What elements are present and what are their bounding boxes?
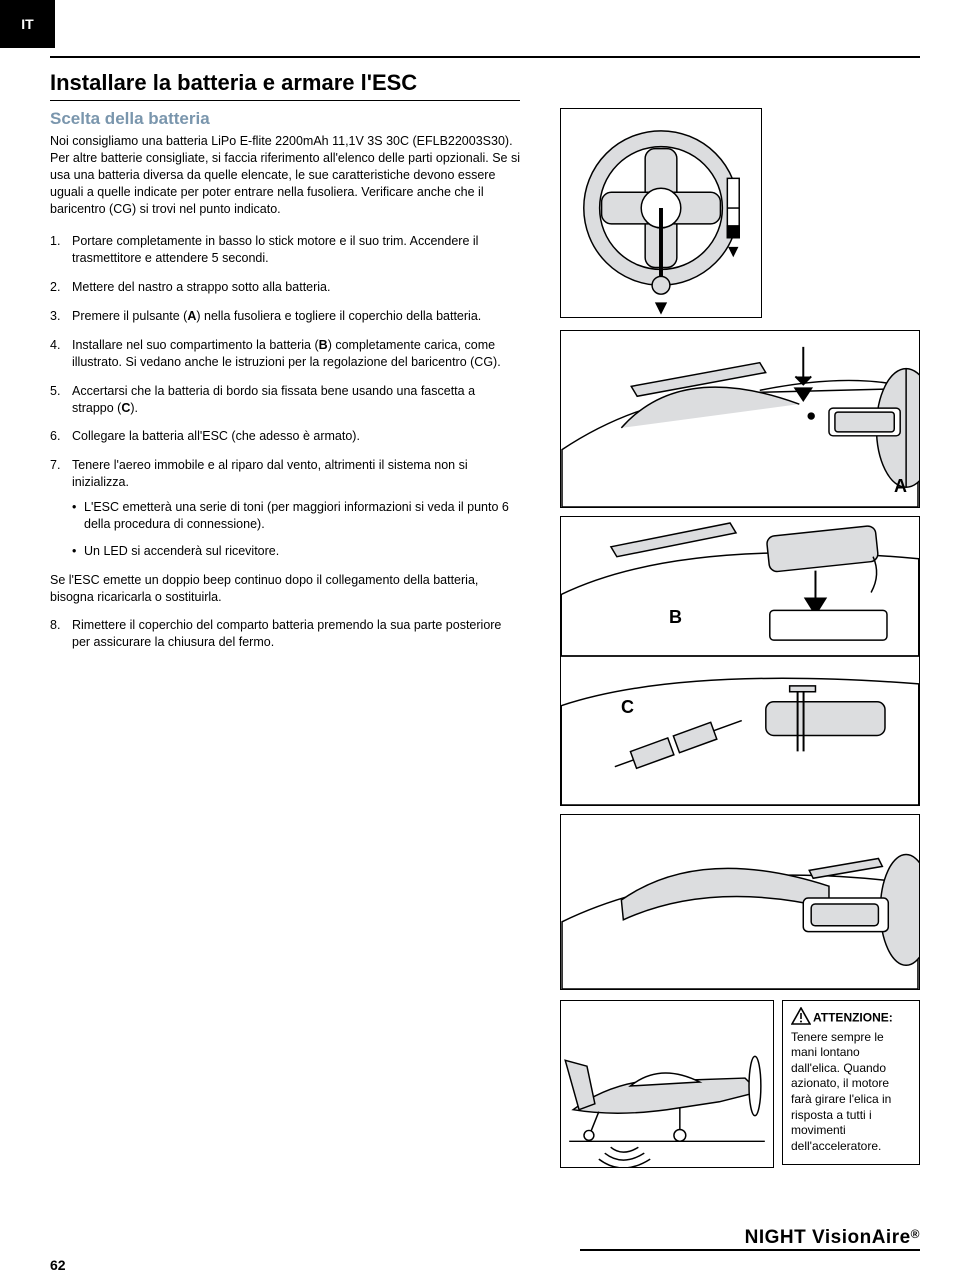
warning-box: ATTENZIONE: Tenere sempre le mani lontan… bbox=[782, 1000, 920, 1165]
main-text-column: Installare la batteria e armare l'ESC Sc… bbox=[50, 70, 520, 663]
subsection-title: Scelta della batteria bbox=[50, 109, 520, 129]
warning-body: Tenere sempre le mani lontano dall'elica… bbox=[791, 1030, 891, 1153]
label-C: C bbox=[621, 697, 634, 718]
sub-bullet: Un LED si accenderà sul ricevitore. bbox=[72, 543, 520, 560]
fig-BC: B C bbox=[560, 516, 920, 806]
illustration-row-3 bbox=[560, 814, 920, 990]
fig-plane-rest bbox=[560, 1000, 774, 1168]
label-A: A bbox=[894, 476, 907, 497]
warning-icon bbox=[791, 1007, 811, 1030]
fig-assembled bbox=[560, 814, 920, 990]
page-footer: 62 NIGHT VisionAire® bbox=[50, 1227, 920, 1249]
section-title: Installare la batteria e armare l'ESC bbox=[50, 70, 520, 96]
illustration-BC: B C bbox=[560, 516, 920, 806]
step-item: Rimettere il coperchio del comparto batt… bbox=[50, 617, 520, 651]
intro-paragraph: Noi consigliamo una batteria LiPo E-flit… bbox=[50, 133, 520, 217]
warning-heading: ATTENZIONE: bbox=[813, 1010, 893, 1024]
sub-bullet: L'ESC emetterà una serie di toni (per ma… bbox=[72, 499, 520, 533]
illustration-A: A bbox=[560, 330, 920, 508]
step-item: Premere il pulsante (A) nella fusoliera … bbox=[50, 308, 520, 325]
header-rule bbox=[50, 56, 920, 58]
fig-A: A bbox=[560, 330, 920, 508]
step-list: Portare completamente in basso lo stick … bbox=[50, 233, 520, 559]
step-item: Accertarsi che la batteria di bordo sia … bbox=[50, 383, 520, 417]
step-item: Collegare la batteria all'ESC (che adess… bbox=[50, 428, 520, 445]
label-B: B bbox=[669, 607, 682, 628]
step-item: Installare nel suo compartimento la batt… bbox=[50, 337, 520, 371]
sub-bullet-list: L'ESC emetterà una serie di toni (per ma… bbox=[72, 499, 520, 560]
language-tab: IT bbox=[0, 0, 55, 48]
page-number: 62 bbox=[50, 1257, 66, 1273]
title-underline bbox=[50, 100, 520, 101]
step-item: Portare completamente in basso lo stick … bbox=[50, 233, 520, 267]
step-list-cont: Rimettere il coperchio del comparto batt… bbox=[50, 617, 520, 651]
step-item: Mettere del nastro a strappo sotto alla … bbox=[50, 279, 520, 296]
fig-transmitter bbox=[560, 108, 762, 318]
post-note: Se l'ESC emette un doppio beep continuo … bbox=[50, 572, 520, 606]
illustration-plane bbox=[560, 1000, 774, 1168]
product-name: NIGHT VisionAire® bbox=[745, 1227, 920, 1249]
step-item: Tenere l'aereo immobile e al riparo dal … bbox=[50, 457, 520, 559]
